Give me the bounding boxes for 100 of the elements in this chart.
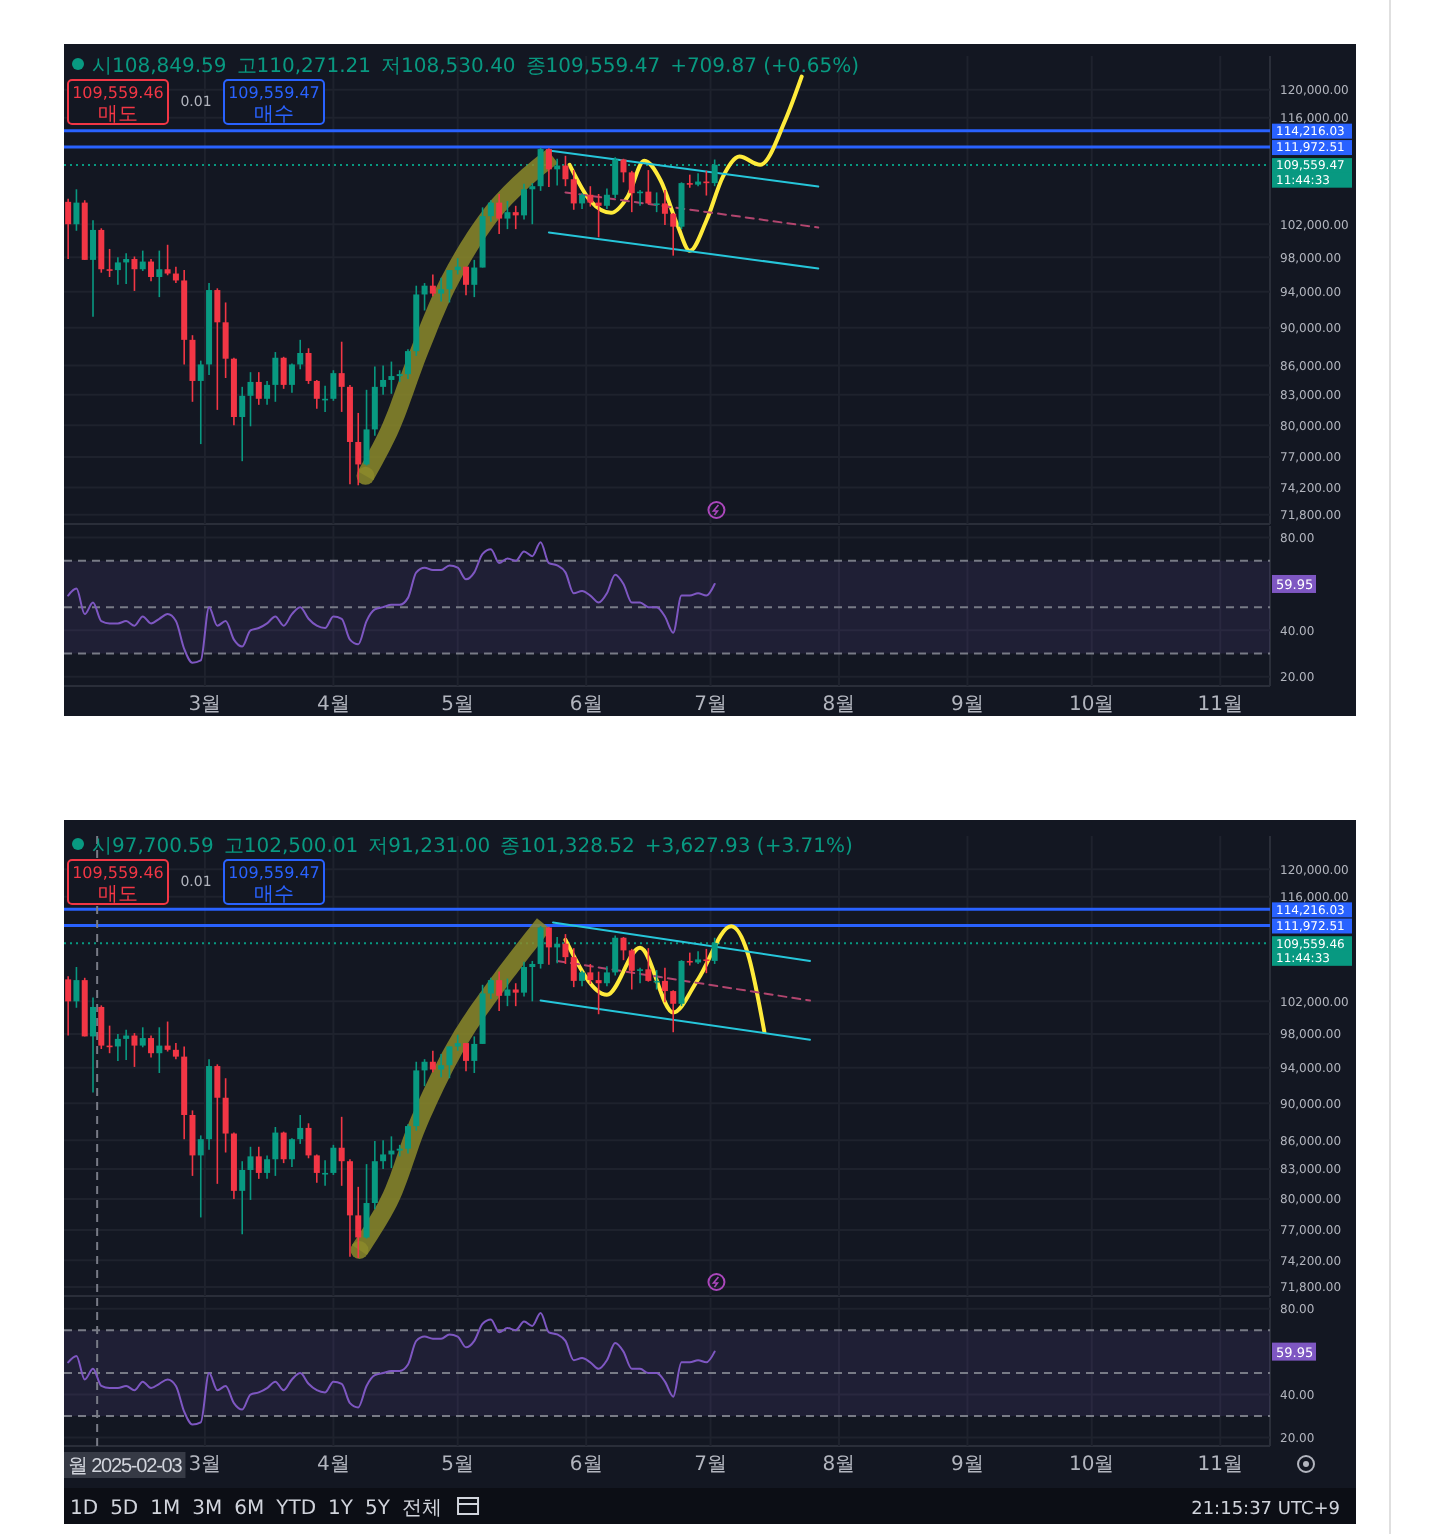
- x-tick-label: 7월: [694, 694, 727, 716]
- candlestick: [189, 334, 196, 403]
- x-tick-label: 6월: [569, 694, 603, 716]
- candlestick: [620, 936, 627, 961]
- text: 1D: [70, 1498, 99, 1520]
- candlestick: [695, 172, 702, 187]
- candlestick: [214, 287, 221, 411]
- annotation: 109,559.47: [228, 864, 320, 882]
- candlestick: [264, 380, 271, 406]
- text: 1Y: [328, 1498, 355, 1520]
- candlestick: [637, 966, 644, 985]
- candlestick: [338, 340, 345, 413]
- candlestick: [272, 351, 279, 403]
- candlestick: [438, 1053, 445, 1079]
- annotation: 109,559.46: [72, 864, 164, 882]
- candlestick: [247, 371, 254, 428]
- candlestick: [471, 259, 478, 298]
- candlestick: [106, 248, 113, 278]
- candlestick: [222, 1077, 229, 1154]
- candlestick: [496, 193, 503, 235]
- candlestick: [703, 948, 710, 974]
- candlestick: [446, 269, 453, 304]
- candlestick: [239, 386, 246, 462]
- candlestick: [686, 951, 693, 967]
- candlestick: [305, 1122, 312, 1160]
- candlestick: [496, 970, 503, 1012]
- candlestick: [272, 1126, 279, 1177]
- candlestick: [131, 255, 138, 292]
- candlestick: [371, 365, 378, 437]
- candlestick: [570, 947, 577, 988]
- annotation: 고110,271.21: [236, 56, 372, 78]
- candlestick: [123, 1028, 130, 1061]
- annotation: 저91,231.00: [368, 836, 491, 858]
- candlestick: [512, 982, 519, 1007]
- candlestick: [421, 1058, 428, 1087]
- annotation: 매수: [254, 884, 294, 906]
- annotation: 시97,700.59: [92, 836, 214, 858]
- candlestick: [587, 963, 594, 985]
- candlestick: [587, 185, 594, 208]
- annotation: 매수: [254, 104, 294, 126]
- x-tick-label: 11월: [1197, 694, 1243, 716]
- candlestick: [90, 219, 97, 318]
- candlestick: [380, 364, 387, 396]
- candlestick: [429, 273, 436, 298]
- candlestick: [131, 1032, 138, 1068]
- annotation: +3,627.93 (+3.71%): [644, 836, 853, 858]
- candlestick: [562, 154, 569, 187]
- candlestick: [305, 347, 312, 385]
- candlestick: [695, 950, 702, 965]
- candlestick: [313, 1153, 320, 1184]
- candlestick: [603, 187, 610, 210]
- candlestick: [239, 1160, 246, 1236]
- candlestick: [686, 173, 693, 189]
- x-tick-label: 10월: [1069, 1454, 1115, 1476]
- candlestick: [90, 996, 97, 1094]
- x-tick-label: 4월: [317, 1454, 350, 1476]
- candlestick: [545, 925, 552, 966]
- annotation: +709.87 (+0.65%): [670, 56, 860, 78]
- candlestick: [537, 146, 544, 192]
- candlestick: [197, 359, 204, 445]
- x-tick-label: 7월: [694, 1454, 727, 1476]
- candlestick: [214, 1063, 221, 1185]
- candlestick: [355, 1186, 362, 1259]
- annotation: 시108,849.59: [92, 56, 227, 78]
- x-tick-label: 5월: [441, 694, 475, 716]
- x-tick-label: 8월: [822, 694, 856, 716]
- x-tick-label: 5월: [441, 1454, 475, 1476]
- candlestick: [512, 204, 519, 230]
- candlestick: [322, 1159, 329, 1187]
- candlestick: [139, 249, 146, 272]
- annotation: 109,559.47: [228, 84, 320, 102]
- candlestick: [678, 959, 685, 1007]
- candlestick: [338, 1116, 345, 1187]
- candlestick: [148, 1034, 155, 1059]
- candlestick: [148, 258, 155, 283]
- candlestick: [529, 182, 536, 226]
- candlestick: [678, 181, 685, 230]
- candlestick: [65, 975, 72, 1037]
- candlestick: [628, 948, 635, 991]
- annotation: 저108,530.40: [381, 56, 516, 78]
- candlestick: [487, 199, 494, 223]
- x-tick-label: 9월: [951, 694, 984, 716]
- candlestick: [504, 977, 511, 1007]
- annotation: 고102,500.01: [223, 836, 359, 858]
- candlestick: [297, 339, 304, 371]
- text: 3M: [192, 1498, 223, 1520]
- candlestick: [114, 256, 121, 286]
- candlestick: [197, 1134, 204, 1219]
- candlestick: [114, 1033, 121, 1062]
- candlestick: [297, 1114, 304, 1145]
- candlestick: [363, 1163, 370, 1240]
- candlestick: [156, 1026, 163, 1074]
- candlestick: [670, 212, 677, 257]
- candlestick: [471, 1035, 478, 1074]
- annotation: 109,559.46: [72, 84, 164, 102]
- candlestick: [661, 966, 668, 1003]
- line-series: [563, 924, 767, 1035]
- candlestick: [222, 301, 229, 379]
- x-tick-label: 6월: [569, 1454, 603, 1476]
- candlestick: [463, 1042, 469, 1073]
